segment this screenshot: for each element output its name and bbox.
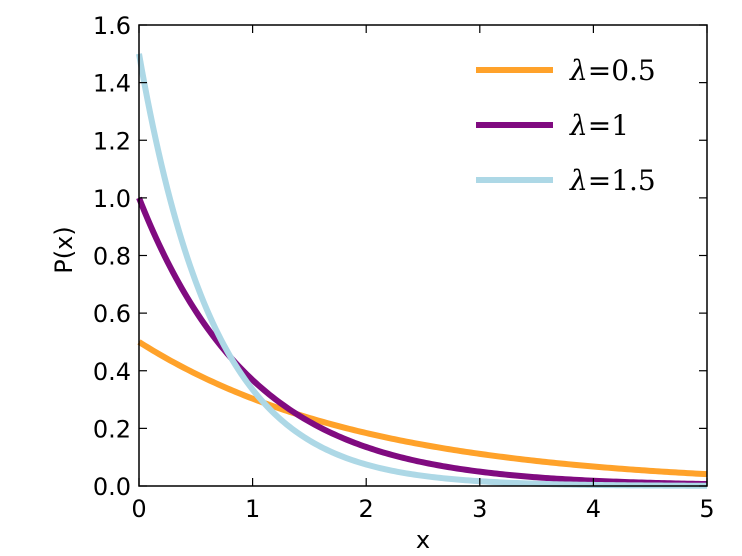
x-axis-label: x	[416, 526, 430, 554]
plot-frame	[138, 24, 708, 487]
y-tick-label: 0.8	[93, 243, 131, 271]
legend-item-1: λ=1	[476, 109, 629, 142]
y-tick-label: 1.2	[93, 127, 131, 155]
series-line-2	[136, 53, 708, 489]
y-tick-label: 1.6	[93, 12, 131, 40]
x-tick-label: 2	[359, 495, 374, 523]
legend: λ=0.5 λ=1 λ=1.5	[476, 54, 656, 197]
legend-item-2: λ=1.5	[476, 164, 656, 197]
y-axis-label: P(x)	[50, 226, 78, 273]
legend-label: λ=0.5	[569, 54, 656, 87]
series-line-0	[137, 339, 708, 478]
y-tick-label: 1.4	[93, 70, 131, 98]
x-tick-label: 5	[699, 495, 714, 523]
x-tick-label: 4	[586, 495, 601, 523]
legend-label: λ=1.5	[569, 164, 656, 197]
x-axis: 0 1 2 3 4 5	[131, 25, 715, 523]
y-tick-label: 0.0	[93, 473, 131, 501]
legend-item-0: λ=0.5	[476, 54, 656, 87]
x-tick-label: 1	[245, 495, 260, 523]
legend-label: λ=1	[569, 109, 629, 142]
y-tick-label: 0.4	[93, 358, 131, 386]
x-tick-label: 3	[472, 495, 487, 523]
series-lines	[136, 53, 708, 489]
y-tick-label: 0.6	[93, 300, 131, 328]
y-tick-label: 0.2	[93, 415, 131, 443]
y-axis: 0.0 0.2 0.4 0.6 0.8 1.0 1.2 1.4 1.6	[93, 12, 707, 501]
y-tick-label: 1.0	[93, 185, 131, 213]
x-tick-label: 0	[131, 495, 146, 523]
